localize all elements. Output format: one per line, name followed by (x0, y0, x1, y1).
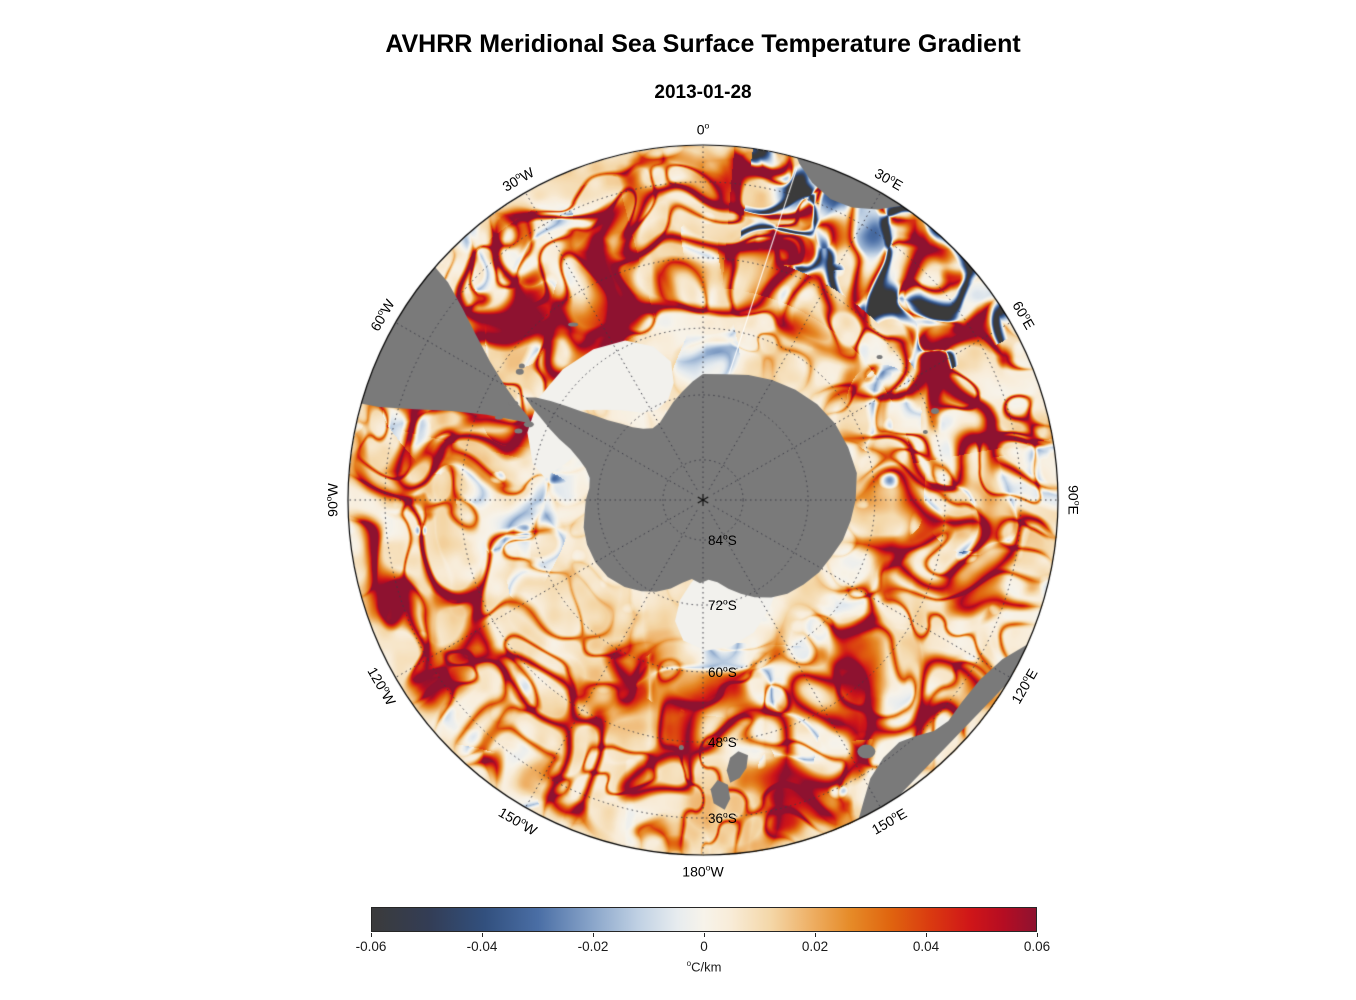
colorbar-tick (371, 933, 372, 937)
chart-subtitle: 2013-01-28 (654, 82, 752, 103)
colorbar-gradient (371, 907, 1037, 932)
longitude-label: 0o (696, 120, 710, 138)
chart-title: AVHRR Meridional Sea Surface Temperature… (385, 30, 1021, 58)
latitude-label: 36oS (708, 809, 737, 827)
longitude-label: 90oW (323, 483, 341, 517)
colorbar-tick-label: -0.06 (355, 939, 387, 954)
colorbar-tick-label: 0.04 (912, 939, 940, 954)
colorbar-tick-label: 0.06 (1023, 939, 1051, 954)
colorbar-tick (815, 933, 816, 937)
longitude-label: 180oW (682, 862, 724, 880)
colorbar-tick-label: -0.02 (577, 939, 609, 954)
latitude-label: 72oS (708, 596, 737, 614)
polar-map: 0o 30oE 60oE 90oE 120oE 150oE 180oW 150oW 120oW 9… (324, 121, 1083, 878)
latitude-label: 48oS (708, 733, 737, 751)
colorbar-tick (482, 933, 483, 937)
colorbar-tick-label: 0 (700, 939, 708, 954)
colorbar-unit-label: oC/km (686, 959, 722, 975)
colorbar-tick (926, 933, 927, 937)
latitude-label: 60oS (708, 663, 737, 680)
colorbar-tick (704, 933, 705, 937)
map-canvas (343, 140, 1063, 860)
colorbar-tick-label: 0.02 (801, 939, 829, 954)
colorbar-tick-label: -0.04 (466, 939, 498, 954)
latitude-label: 84oS (708, 531, 737, 549)
colorbar-tick (593, 933, 594, 937)
longitude-label: 90oE (1065, 485, 1083, 515)
colorbar-ticks: -0.06 -0.04 -0.02 0 0.02 0.04 0.06 (356, 933, 1050, 957)
colorbar-tick (1037, 933, 1038, 937)
